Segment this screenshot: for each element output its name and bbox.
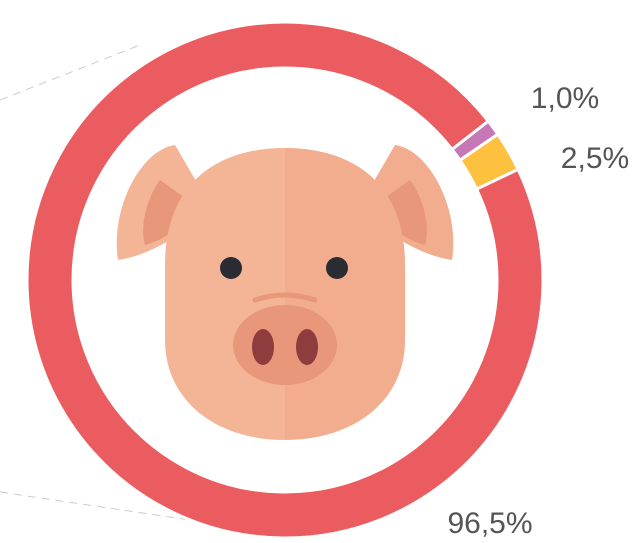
value-label: 1,0% <box>531 82 599 115</box>
value-label: 96,5% <box>447 507 532 540</box>
slice <box>457 132 521 192</box>
leader-line <box>0 44 141 101</box>
pig-illustration <box>116 145 454 440</box>
value-label: 2,5% <box>561 142 629 175</box>
donut <box>25 20 545 540</box>
leader-line <box>0 491 191 521</box>
slice <box>25 20 545 540</box>
